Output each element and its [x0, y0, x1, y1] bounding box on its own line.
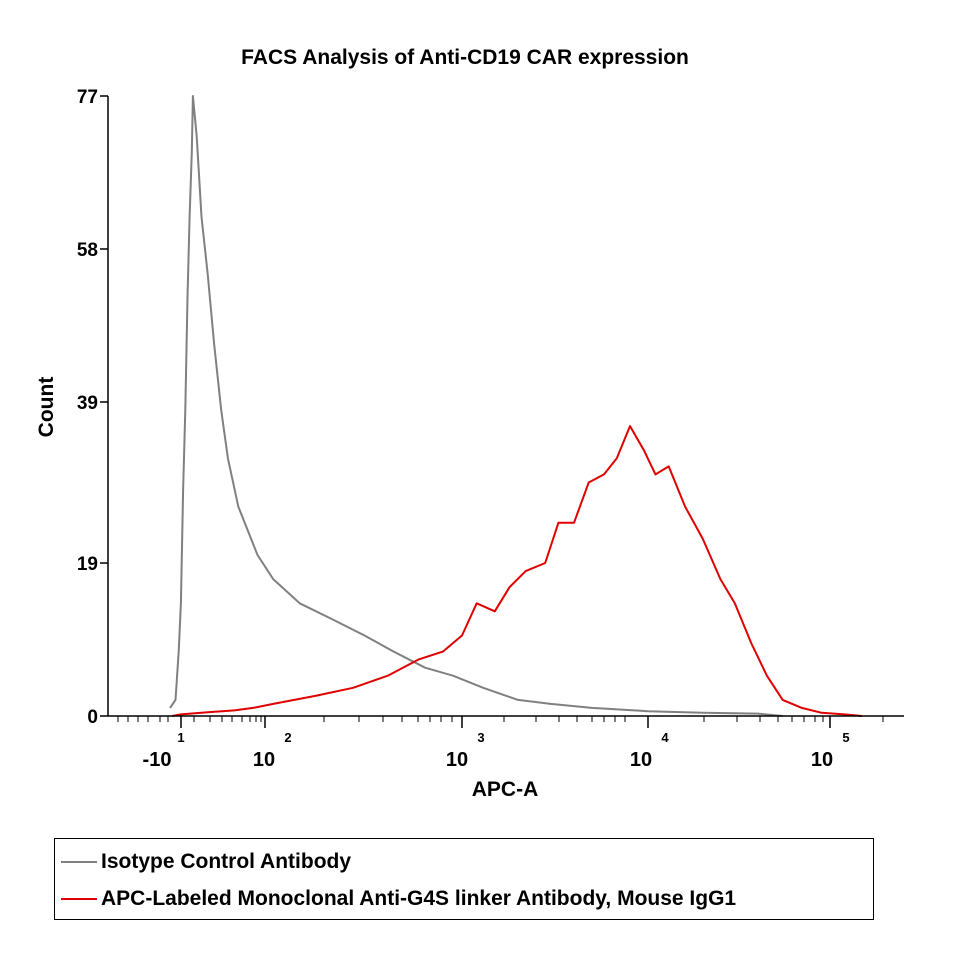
y-tick-label: 77	[77, 87, 98, 108]
x-tick-exponent: 4	[661, 730, 669, 745]
x-tick-exponent: 3	[477, 730, 484, 745]
y-tick-label: 39	[77, 393, 98, 414]
legend: Isotype Control Antibody APC-Labeled Mon…	[54, 838, 874, 920]
x-tick-label: 10	[630, 749, 652, 771]
x-tick-label: 10	[811, 749, 833, 771]
x-tick-label: 10	[253, 749, 275, 771]
x-axis-title: APC-A	[472, 778, 539, 801]
y-tick-label: 58	[77, 240, 98, 261]
y-axis-ticks: 0 19 39 58 77	[77, 87, 108, 728]
x-tick-exponent: 1	[177, 730, 184, 745]
legend-swatch-isotype	[61, 861, 97, 863]
legend-label-isotype: Isotype Control Antibody	[101, 850, 352, 873]
x-tick-exponent: 2	[284, 730, 291, 745]
series-line-isotype	[169, 95, 783, 717]
x-tick-exponent: 5	[842, 730, 849, 745]
chart-title: FACS Analysis of Anti-CD19 CAR expressio…	[241, 46, 689, 69]
legend-item-apc: APC-Labeled Monoclonal Anti-G4S linker A…	[61, 884, 736, 914]
series-layer	[169, 95, 863, 717]
legend-label-apc: APC-Labeled Monoclonal Anti-G4S linker A…	[101, 887, 737, 910]
y-axis-title: Count	[35, 377, 58, 438]
y-tick-label: 19	[77, 554, 98, 575]
x-tick-label: 10	[446, 749, 468, 771]
y-tick-label: 0	[87, 707, 98, 728]
x-axis-ticks: -10 1 10 2 10 3 10 4 10 5	[117, 716, 884, 771]
series-line-apc	[172, 425, 863, 717]
x-tick-label: -10	[143, 749, 172, 771]
legend-item-isotype: Isotype Control Antibody	[61, 847, 351, 877]
legend-swatch-apc	[61, 898, 97, 900]
